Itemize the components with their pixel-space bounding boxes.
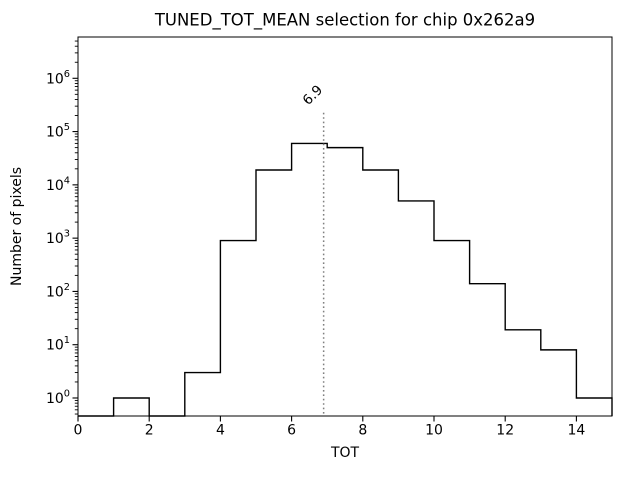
y-tick-label: 100	[46, 388, 70, 407]
x-axis-label: TOT	[330, 445, 360, 461]
x-tick-label: 14	[567, 423, 585, 439]
x-tick-label: 4	[216, 423, 225, 439]
y-tick-label: 106	[46, 69, 70, 88]
selection-vline: 6.9	[300, 82, 327, 416]
histogram-step-line	[78, 142, 613, 417]
chart-title: TUNED_TOT_MEAN selection for chip 0x262a…	[154, 11, 535, 31]
x-tick-label: 10	[425, 423, 443, 439]
histogram-series	[78, 142, 613, 417]
plot-area	[77, 36, 613, 417]
y-tick-label: 102	[46, 282, 70, 301]
y-tick-label: 103	[46, 229, 70, 248]
x-tick-label: 8	[358, 423, 367, 439]
vline-label: 6.9	[300, 82, 327, 109]
x-tick-label: 12	[496, 423, 514, 439]
x-tick-label: 0	[74, 423, 83, 439]
y-axis-label: Number of pixels	[9, 167, 25, 286]
y-tick-label: 104	[46, 175, 70, 194]
y-tick-label: 105	[46, 122, 70, 141]
x-tick-label: 2	[145, 423, 154, 439]
x-tick-label: 6	[287, 423, 296, 439]
y-tick-label: 101	[46, 335, 70, 354]
